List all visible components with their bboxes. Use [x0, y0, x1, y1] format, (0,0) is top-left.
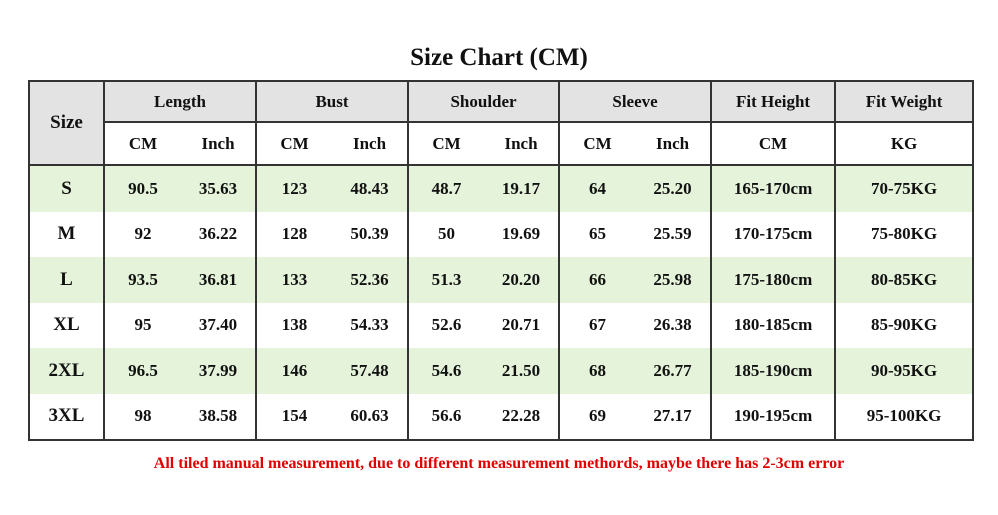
value-cell: 52.6 — [407, 302, 485, 348]
value-cell: 19.69 — [501, 224, 541, 244]
data-row: 3XL 98 38.58 154 60.63 56.6 22.28 69 27.17 190-19… — [29, 393, 974, 440]
value-cell: 60.63 — [350, 406, 389, 426]
value-cell: 52.36 — [332, 257, 409, 303]
unit-cell: CM — [710, 122, 836, 166]
header-cell: Size — [28, 80, 105, 166]
size-cell: S — [29, 165, 104, 212]
size-table: Size Length Bust Shoulder Sleeve Fit Height Fi… — [28, 80, 975, 441]
value-cell: 35.63 — [181, 165, 256, 212]
value-cell: 80-85KG — [834, 257, 974, 303]
data-row: M 92 36.22 128 50.39 50 19.69 65 25.59 170-175cm 7… — [29, 211, 974, 257]
value-cell: 93.5 — [103, 257, 181, 303]
value-cell: 75-80KG — [834, 211, 974, 257]
value-cell: 48.43 — [332, 165, 409, 212]
value-cell: 64 — [558, 165, 636, 212]
value-cell: 26.77 — [635, 348, 712, 394]
value-cell: 190-195cm — [710, 393, 836, 440]
value-cell: 154 — [255, 393, 332, 440]
value-cell: 128 — [255, 211, 332, 257]
value-cell: 56.6 — [407, 393, 485, 440]
unit-row: CM Inch CM Inch CM Inch CM Inch CM KG — [29, 122, 974, 166]
value-cell: 27.17 — [653, 406, 692, 426]
value-cell: 48.7 — [407, 165, 485, 212]
value-cell: 51.3 — [407, 257, 485, 303]
value-cell: 37.40 — [198, 315, 238, 335]
value-cell: 85-90KG — [834, 302, 974, 348]
value-cell: 50.39 — [350, 224, 389, 244]
value-cell: 69 — [558, 393, 636, 440]
value-cell: 68 — [558, 348, 636, 394]
data-row: 2XL 96.5 37.99 146 57.48 54.6 21.50 68 26.77 185-… — [29, 348, 974, 394]
size-cell: 3XL — [48, 405, 85, 427]
value-cell: 54.6 — [407, 348, 485, 394]
value-cell: 36.81 — [181, 257, 256, 303]
value-cell: 67 — [558, 302, 636, 348]
value-cell: 37.99 — [181, 348, 256, 394]
data-row: L 93.5 36.81 133 52.36 51.3 20.20 66 25.98 175-18… — [29, 257, 974, 303]
size-cell: XL — [53, 314, 80, 336]
unit-cell: CM — [103, 122, 181, 166]
header-cell: Length — [103, 80, 257, 123]
value-cell: 175-180cm — [710, 257, 836, 303]
value-cell: 57.48 — [332, 348, 409, 394]
value-cell: 138 — [255, 302, 332, 348]
value-cell: 54.33 — [350, 315, 389, 335]
size-cell: L — [29, 257, 104, 303]
value-cell: 20.20 — [484, 257, 560, 303]
data-row: XL 95 37.40 138 54.33 52.6 20.71 67 26.38 180-185… — [29, 302, 974, 348]
unit-cell: KG — [834, 122, 974, 166]
unit-cell: Inch — [635, 122, 712, 166]
unit-cell: CM — [407, 122, 485, 166]
value-cell: 123 — [255, 165, 332, 212]
value-cell: 95 — [103, 302, 181, 348]
value-cell: 170-175cm — [710, 211, 836, 257]
unit-cell: Inch — [332, 122, 409, 166]
value-cell: 65 — [558, 211, 636, 257]
value-cell: 90.5 — [103, 165, 181, 212]
value-cell: 20.71 — [501, 315, 541, 335]
value-cell: 26.38 — [653, 315, 692, 335]
value-cell: 25.98 — [635, 257, 712, 303]
header-cell: Sleeve — [558, 80, 713, 123]
value-cell: 22.28 — [501, 406, 541, 426]
value-cell: 50 — [407, 211, 485, 257]
header-row: Size Length Bust Shoulder Sleeve Fit Height Fi… — [28, 80, 975, 166]
header-cell: Bust — [254, 80, 410, 123]
value-cell: 96.5 — [103, 348, 181, 394]
value-cell: 98 — [103, 393, 181, 440]
value-cell: 95-100KG — [834, 393, 974, 440]
header-cell: Fit Weight — [834, 80, 975, 123]
header-cell: Fit Height — [710, 80, 837, 123]
note: All tiled manual measurement, due to dif… — [153, 455, 845, 472]
header-cell: Shoulder — [407, 80, 561, 123]
title: Size Chart (CM) — [410, 44, 588, 71]
value-cell: 133 — [255, 257, 332, 303]
value-cell: 185-190cm — [710, 348, 836, 394]
value-cell: 25.20 — [635, 165, 712, 212]
value-cell: 90-95KG — [834, 348, 974, 394]
value-cell: 92 — [103, 211, 181, 257]
unit-cell: Inch — [181, 122, 256, 166]
value-cell: 146 — [255, 348, 332, 394]
value-cell: 38.58 — [198, 406, 238, 426]
unit-cell: CM — [558, 122, 636, 166]
data-row: S 90.5 35.63 123 48.43 48.7 19.17 64 25.20 165-17… — [29, 165, 974, 212]
unit-cell: CM — [255, 122, 332, 166]
value-cell: 25.59 — [653, 224, 692, 244]
value-cell: 165-170cm — [710, 165, 836, 212]
size-cell: 2XL — [29, 348, 104, 394]
value-cell: 70-75KG — [834, 165, 974, 212]
value-cell: 180-185cm — [710, 302, 836, 348]
value-cell: 21.50 — [484, 348, 560, 394]
value-cell: 66 — [558, 257, 636, 303]
size-cell: M — [57, 223, 76, 245]
value-cell: 36.22 — [198, 224, 238, 244]
value-cell: 19.17 — [484, 165, 560, 212]
unit-cell: Inch — [484, 122, 560, 166]
